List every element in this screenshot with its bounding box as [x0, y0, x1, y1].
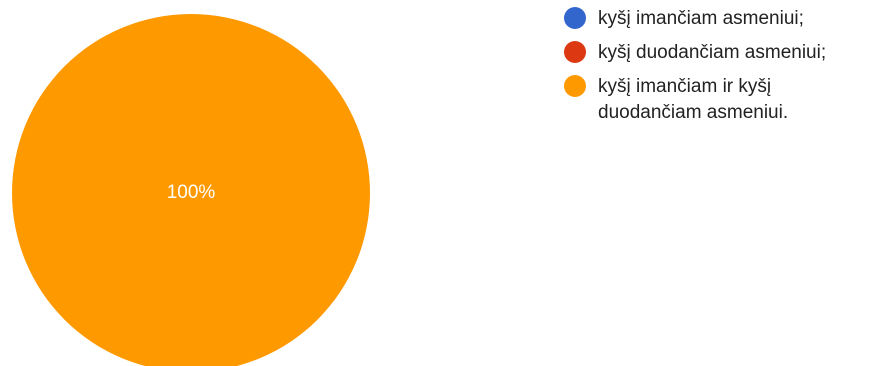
legend-item-2: kyšį duodančiam asmeniui;: [564, 40, 884, 66]
legend-swatch: [564, 7, 586, 29]
legend-swatch: [564, 75, 586, 97]
legend-label: kyšį duodančiam asmeniui;: [598, 42, 827, 63]
legend-item-3: kyšį imančiam ir kyšį duodančiam asmeniu…: [564, 74, 884, 126]
legend-item-1: kyšį imančiam asmeniui;: [564, 6, 884, 32]
legend-label: kyšį imančiam asmeniui;: [598, 8, 804, 29]
legend-swatch: [564, 41, 586, 63]
pie-chart: 100%: [12, 14, 370, 366]
legend-label: kyšį imančiam ir kyšį duodančiam asmeniu…: [598, 76, 789, 123]
legend: kyšį imančiam asmeniui; kyšį duodančiam a…: [564, 6, 884, 134]
slice-data-label-3: 100%: [167, 182, 216, 203]
pie-slice-3: [12, 14, 370, 366]
